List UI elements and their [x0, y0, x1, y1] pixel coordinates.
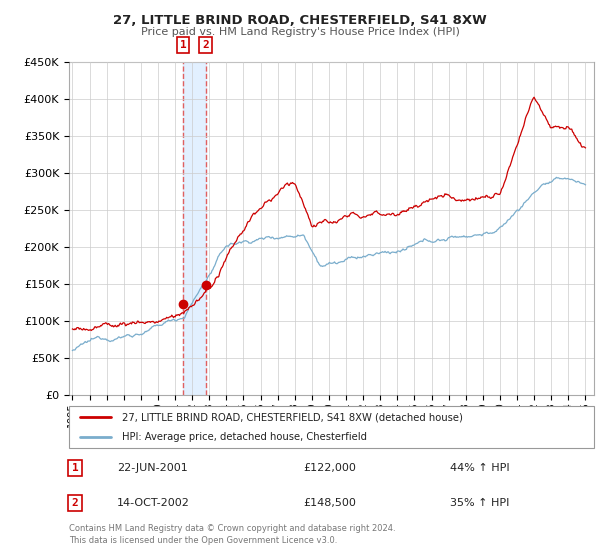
Bar	[183, 62, 206, 395]
Text: 27, LITTLE BRIND ROAD, CHESTERFIELD, S41 8XW: 27, LITTLE BRIND ROAD, CHESTERFIELD, S41…	[113, 14, 487, 27]
Text: 14-OCT-2002: 14-OCT-2002	[116, 498, 190, 508]
Text: Contains HM Land Registry data © Crown copyright and database right 2024.: Contains HM Land Registry data © Crown c…	[69, 524, 395, 533]
Text: 35% ↑ HPI: 35% ↑ HPI	[451, 498, 509, 508]
Text: Price paid vs. HM Land Registry's House Price Index (HPI): Price paid vs. HM Land Registry's House …	[140, 27, 460, 37]
Text: This data is licensed under the Open Government Licence v3.0.: This data is licensed under the Open Gov…	[69, 536, 337, 545]
Text: £122,000: £122,000	[304, 463, 356, 473]
Text: 27, LITTLE BRIND ROAD, CHESTERFIELD, S41 8XW (detached house): 27, LITTLE BRIND ROAD, CHESTERFIELD, S41…	[121, 412, 463, 422]
Text: £148,500: £148,500	[304, 498, 356, 508]
Text: 2: 2	[202, 40, 209, 50]
Text: 1: 1	[179, 40, 187, 50]
Text: 44% ↑ HPI: 44% ↑ HPI	[450, 463, 510, 473]
Text: 22-JUN-2001: 22-JUN-2001	[118, 463, 188, 473]
Text: 1: 1	[71, 463, 79, 473]
FancyBboxPatch shape	[69, 406, 594, 448]
Text: HPI: Average price, detached house, Chesterfield: HPI: Average price, detached house, Ches…	[121, 432, 367, 442]
Text: 2: 2	[71, 498, 79, 508]
